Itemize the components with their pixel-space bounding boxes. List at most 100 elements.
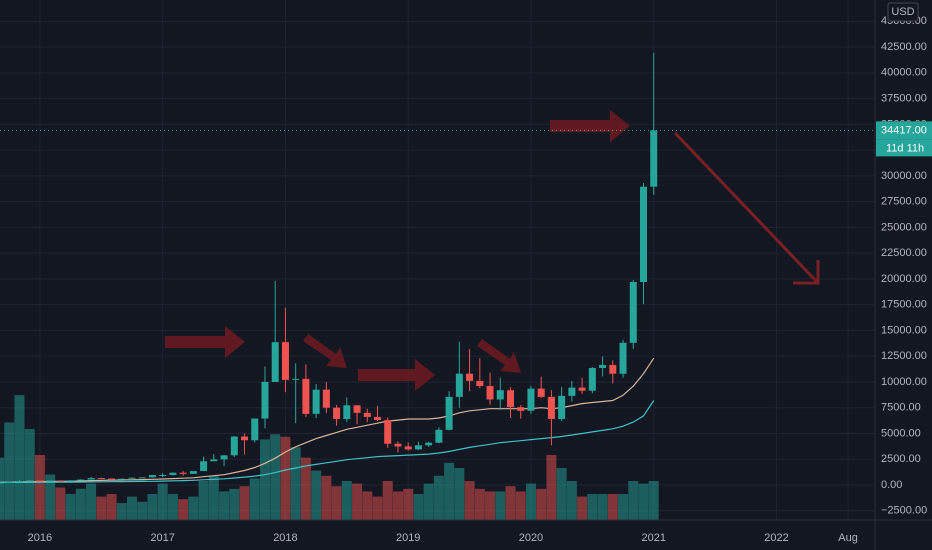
arrow	[477, 339, 521, 373]
volume-bar	[270, 434, 281, 520]
x-tick-label: Aug	[838, 532, 858, 544]
volume-bar	[566, 481, 577, 520]
y-tick-label: 2500.00	[881, 453, 921, 465]
volume-bar	[249, 478, 260, 520]
y-tick-label: 0.00	[881, 479, 902, 491]
volume-bar	[454, 468, 465, 520]
candle-body	[558, 395, 566, 420]
trend-arrow	[673, 131, 820, 285]
arrow	[303, 334, 347, 368]
moving-average	[0, 400, 655, 484]
candle-body	[435, 429, 443, 443]
volume-bar	[24, 429, 35, 520]
candle-body	[507, 390, 514, 408]
candle-body	[404, 446, 412, 450]
candle-body	[650, 130, 658, 187]
candle-body	[159, 474, 167, 476]
candle-body	[230, 436, 238, 456]
candle-body	[302, 378, 310, 414]
candle-body	[56, 480, 64, 482]
volume-bar	[96, 496, 107, 520]
moving-average	[0, 357, 655, 483]
arrow	[358, 359, 435, 391]
candle-body	[36, 480, 44, 482]
volume-bar	[587, 494, 598, 520]
candle-body	[118, 478, 126, 480]
candle-body	[486, 386, 494, 400]
candle-body	[26, 480, 34, 482]
volume-bar	[229, 488, 240, 520]
volume-bar	[352, 483, 363, 520]
volume-bar	[34, 455, 45, 520]
volume-bar	[525, 483, 536, 520]
candle-body	[353, 405, 361, 413]
y-tick-label: 12500.00	[881, 350, 927, 362]
volume-bar	[433, 475, 444, 520]
candle-body	[169, 472, 177, 475]
x-tick-label: 2018	[273, 532, 297, 544]
countdown-box	[876, 139, 932, 157]
volume-bar	[331, 486, 342, 520]
ma-layer	[0, 357, 655, 484]
candle-body	[537, 388, 545, 397]
volume-bar	[300, 457, 311, 520]
volume-bar	[178, 499, 189, 520]
y-tick-label: 17500.00	[881, 299, 927, 311]
volume-bar	[597, 494, 608, 520]
candle-body	[517, 407, 525, 411]
x-tick-label: 2022	[764, 532, 788, 544]
candle-body	[5, 481, 13, 483]
volume-bar	[423, 483, 434, 520]
y-tick-label: 30000.00	[881, 170, 927, 182]
y-tick-label: 10000.00	[881, 376, 927, 388]
candle-body	[281, 342, 289, 380]
candle-body	[292, 378, 300, 380]
countdown: 11d 11h	[886, 142, 924, 154]
x-tick-label: 2019	[396, 532, 420, 544]
volume-bar	[311, 470, 322, 520]
y-tick-label: −2500.00	[881, 505, 927, 517]
volume-bar	[648, 481, 659, 520]
volume-bar	[75, 488, 86, 520]
candle-body	[476, 380, 484, 387]
candle-body	[179, 472, 187, 474]
candle-body	[414, 445, 422, 450]
candle-body	[609, 364, 617, 374]
volume-bar	[556, 468, 567, 520]
volume-layer	[0, 395, 659, 520]
candle-body	[189, 471, 197, 474]
candle-body	[210, 459, 218, 462]
y-tick-label: 37500.00	[881, 93, 927, 105]
y-tick-label: 25000.00	[881, 221, 927, 233]
axes: −2500.00 0.00 2500.00 5000.00 7500.00 10000.0…	[0, 15, 932, 544]
volume-bar	[495, 491, 506, 520]
volume-bar	[382, 481, 393, 520]
candle-body	[384, 420, 392, 444]
y-tick-label: 42500.00	[881, 41, 927, 53]
candle-body	[87, 478, 95, 480]
volume-bar	[618, 494, 629, 520]
volume-bar	[0, 457, 4, 520]
candle-body	[77, 479, 85, 481]
volume-bar	[341, 481, 352, 520]
candle-body	[599, 364, 607, 369]
candle-body	[629, 281, 637, 343]
candle-body	[374, 416, 382, 421]
candle-body	[466, 373, 474, 381]
candle-body	[547, 396, 555, 420]
arrow	[165, 326, 245, 358]
volume-bar	[86, 483, 97, 520]
candle-body	[148, 475, 156, 478]
candle-body	[128, 477, 136, 479]
volume-bar	[116, 503, 127, 520]
candle-body	[639, 186, 647, 282]
candle-body	[496, 390, 504, 400]
volume-bar	[188, 496, 199, 520]
x-tick-label: 2016	[28, 532, 52, 544]
volume-bar	[106, 494, 117, 520]
volume-bar	[536, 488, 547, 520]
volume-bar	[45, 474, 56, 520]
y-tick-label: 22500.00	[881, 247, 927, 259]
